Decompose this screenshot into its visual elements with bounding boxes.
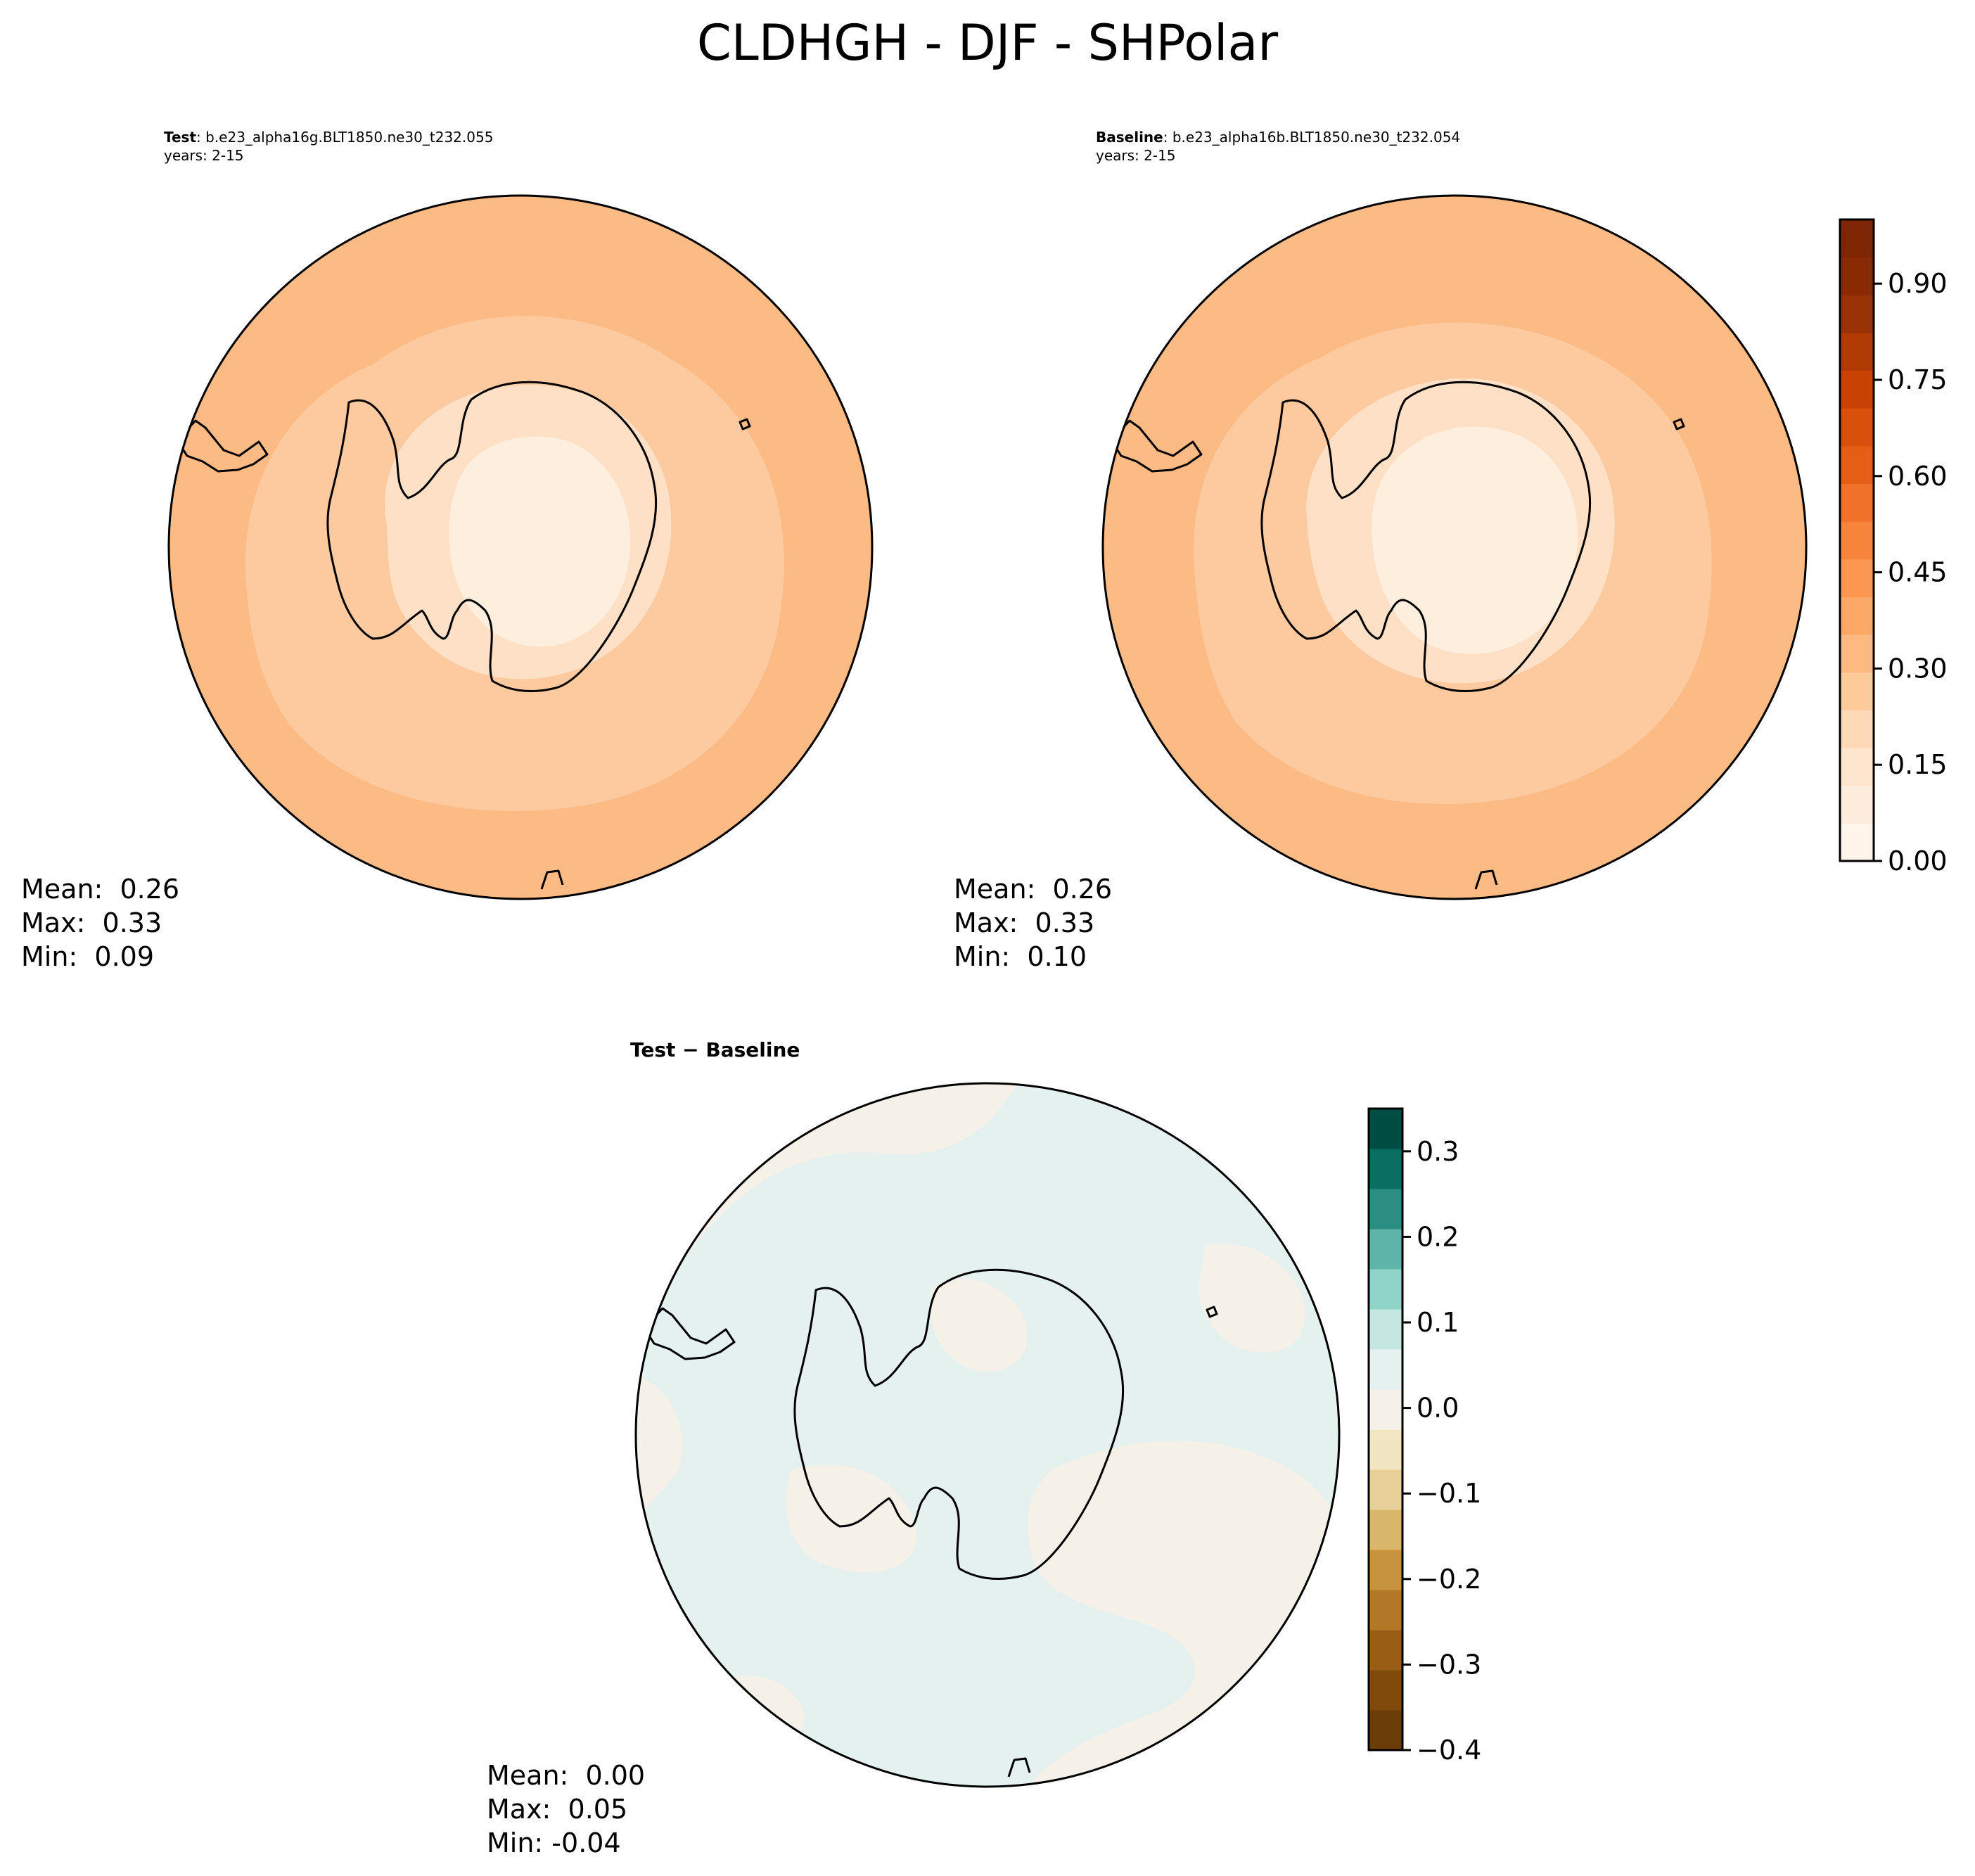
- diff-colorbar-segment: [1369, 1670, 1402, 1711]
- baseline-case-name: : b.e23_alpha16b.BLT1850.ne30_t232.054: [1163, 129, 1461, 146]
- main-colorbar-segment: [1840, 295, 1874, 333]
- main-colorbar-segment: [1840, 483, 1874, 522]
- main-colorbar-segment: [1840, 257, 1874, 295]
- main-colorbar-segment: [1840, 785, 1874, 824]
- main-colorbar-segment: [1840, 823, 1874, 862]
- diff-colorbar-segment: [1369, 1429, 1402, 1470]
- diff-coast-samerica: [643, 1307, 736, 1360]
- diff-colorbar: −0.4 −0.3 −0.2 −0.1 0.0 0.1 0.2 0.3: [1367, 1107, 1481, 1766]
- test-case-name: : b.e23_alpha16g.BLT1850.ne30_t232.055: [196, 129, 494, 146]
- diff-colorbar-segment: [1369, 1510, 1402, 1550]
- main-colorbar-segment: [1840, 408, 1874, 447]
- baseline-coast-samerica: [1110, 419, 1203, 473]
- diff-field-positive: [636, 1083, 1339, 1787]
- baseline-stats: Mean: 0.26 Max: 0.33 Min: 0.10: [954, 872, 1112, 974]
- diff-colorbar-frame: [1367, 1107, 1404, 1751]
- baseline-stat-max: Max: 0.33: [954, 907, 1095, 938]
- diff-colorbar-segment: [1369, 1630, 1402, 1671]
- main-colorbar-segment: [1840, 748, 1874, 786]
- diff-colorbar-segment: [1369, 1550, 1402, 1590]
- test-years: years: 2-15: [164, 147, 244, 164]
- diff-field-negative-west: [636, 1372, 683, 1519]
- baseline-stat-min: Min: 0.10: [954, 941, 1087, 972]
- diff-stat-mean: Mean: 0.00: [487, 1760, 646, 1791]
- main-colorbar-tick-label: 0.75: [1888, 364, 1948, 395]
- main-colorbar-frame: [1839, 218, 1875, 862]
- test-header: Test: b.e23_alpha16g.BLT1850.ne30_t232.0…: [164, 128, 493, 165]
- diff-colorbar-segment: [1369, 1710, 1402, 1751]
- diff-field-negative-center: [931, 1278, 1028, 1372]
- diff-colorbar-segment: [1369, 1229, 1402, 1270]
- diff-colorbar-tick-label: 0.2: [1417, 1221, 1459, 1252]
- test-stat-max: Max: 0.33: [21, 907, 162, 938]
- test-coast-samerica: [176, 419, 269, 473]
- test-stat-min: Min: 0.09: [21, 941, 154, 972]
- diff-colorbar-segment: [1369, 1349, 1402, 1390]
- test-coast-antarctica: [326, 381, 658, 693]
- baseline-map-boundary: [1101, 194, 1808, 900]
- diff-colorbar-tick-label: 0.3: [1417, 1136, 1459, 1167]
- diff-stats: Mean: 0.00 Max: 0.05 Min: -0.04: [487, 1759, 645, 1860]
- diff-stat-min: Min: -0.04: [487, 1827, 621, 1858]
- diff-map-boundary: [634, 1082, 1341, 1788]
- main-colorbar-segment: [1840, 370, 1874, 409]
- baseline-map: [1101, 194, 1808, 900]
- baseline-label: Baseline: [1096, 129, 1163, 146]
- diff-colorbar-segment: [1369, 1590, 1402, 1631]
- baseline-coast-nz: [1474, 869, 1498, 890]
- main-colorbar-segment: [1840, 710, 1874, 748]
- diff-colorbar-tick-label: −0.4: [1417, 1735, 1481, 1766]
- main-colorbar-segment: [1840, 219, 1874, 258]
- main-colorbar-segment: [1840, 521, 1874, 560]
- baseline-header: Baseline: b.e23_alpha16b.BLT1850.ne30_t2…: [1096, 128, 1460, 165]
- main-colorbar-segment: [1840, 672, 1874, 710]
- main-colorbar-tick-label: 0.45: [1888, 557, 1948, 588]
- main-colorbar-tick-label: 0.30: [1888, 653, 1948, 684]
- diff-colorbar-tick-label: −0.3: [1417, 1649, 1481, 1680]
- test-stat-mean: Mean: 0.26: [21, 874, 180, 905]
- main-colorbar-segment: [1840, 332, 1874, 371]
- main-colorbar-tick-label: 0.60: [1888, 461, 1948, 492]
- main-colorbar-segment: [1840, 596, 1874, 635]
- figure-title: CLDHGH - DJF - SHPolar: [696, 14, 1279, 72]
- baseline-years: years: 2-15: [1096, 147, 1176, 164]
- diff-field-negative-east: [1199, 1244, 1305, 1353]
- diff-field-negative-south-west: [786, 1465, 916, 1573]
- main-colorbar-tick-label: 0.15: [1888, 749, 1948, 780]
- diff-colorbar-tick-label: −0.2: [1417, 1564, 1481, 1595]
- diff-colorbar-tick-label: 0.1: [1417, 1307, 1459, 1338]
- diff-colorbar-segment: [1369, 1309, 1402, 1350]
- main-colorbar-segment: [1840, 634, 1874, 673]
- diff-header: Test − Baseline: [630, 1038, 800, 1061]
- baseline-stat-mean: Mean: 0.26: [954, 874, 1113, 905]
- baseline-field-center: [1372, 426, 1578, 654]
- diff-colorbar-segment: [1369, 1389, 1402, 1430]
- test-label: Test: [164, 129, 197, 146]
- diff-coast-nz: [1007, 1757, 1031, 1778]
- diff-colorbar-tick-label: 0.0: [1417, 1393, 1459, 1424]
- diff-stat-max: Max: 0.05: [487, 1794, 628, 1825]
- test-stats: Mean: 0.26 Max: 0.33 Min: 0.09: [21, 872, 179, 974]
- diff-colorbar-segment: [1369, 1469, 1402, 1510]
- diff-colorbar-segment: [1369, 1149, 1402, 1189]
- baseline-coast-antarctica: [1260, 381, 1592, 693]
- main-colorbar-segment: [1840, 559, 1874, 597]
- main-colorbar-segment: [1840, 445, 1874, 485]
- test-coast-island: [739, 418, 751, 430]
- main-colorbar: 0.00 0.15 0.30 0.45 0.60 0.75 0.90: [1839, 218, 1948, 872]
- baseline-coast-island: [1673, 418, 1685, 430]
- diff-colorbar-segment: [1369, 1109, 1402, 1149]
- diff-colorbar-tick-label: −0.1: [1417, 1478, 1481, 1509]
- test-coast-nz: [540, 869, 564, 890]
- test-field-center: [449, 436, 631, 647]
- main-colorbar-tick-label: 0.00: [1888, 846, 1948, 872]
- diff-map: [634, 1082, 1341, 1788]
- diff-colorbar-segment: [1369, 1189, 1402, 1230]
- diff-coast-island: [1206, 1306, 1218, 1318]
- diff-coast-antarctica: [793, 1268, 1125, 1581]
- main-colorbar-tick-label: 0.90: [1888, 268, 1948, 299]
- diff-colorbar-segment: [1369, 1269, 1402, 1310]
- test-map: [167, 194, 874, 900]
- test-map-boundary: [167, 194, 874, 900]
